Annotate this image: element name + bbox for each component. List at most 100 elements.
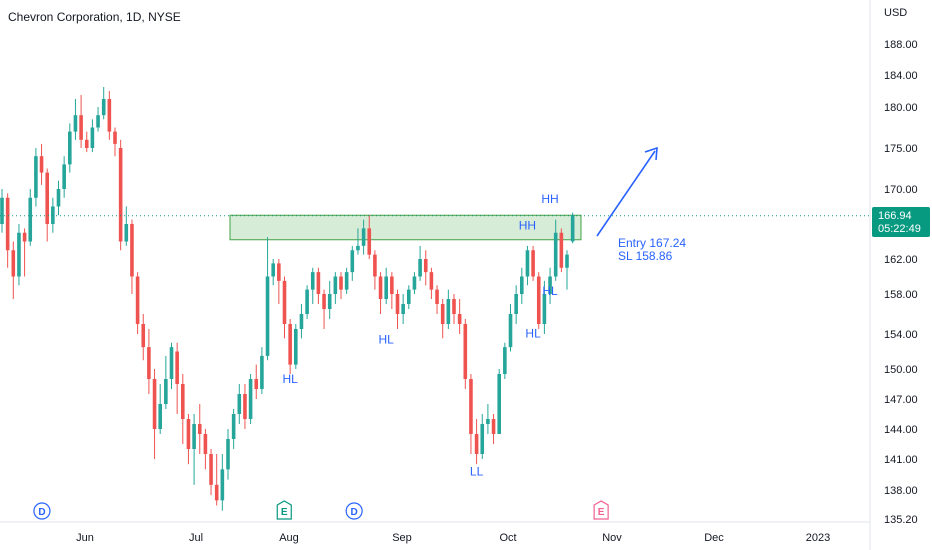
candle[interactable]: [299, 304, 304, 339]
candle[interactable]: [141, 314, 146, 361]
candle[interactable]: [96, 107, 100, 132]
candle[interactable]: [45, 168, 49, 242]
candle[interactable]: [248, 374, 253, 424]
candle[interactable]: [11, 241, 16, 300]
dividend-marker[interactable]: D: [345, 502, 363, 520]
candle[interactable]: [440, 299, 445, 339]
candle[interactable]: [84, 131, 89, 153]
candle[interactable]: [520, 267, 524, 304]
projection-arrow[interactable]: [596, 150, 656, 237]
candle[interactable]: [28, 189, 33, 246]
candle[interactable]: [220, 454, 225, 511]
dividend-marker[interactable]: D: [33, 502, 51, 520]
candle[interactable]: [294, 324, 298, 369]
candle[interactable]: [407, 285, 411, 309]
candle[interactable]: [282, 276, 287, 339]
candle[interactable]: [378, 272, 383, 314]
candle[interactable]: [480, 414, 485, 459]
candle[interactable]: [113, 127, 117, 157]
candle[interactable]: [73, 99, 78, 140]
candle[interactable]: [367, 215, 372, 259]
candle[interactable]: [350, 245, 355, 281]
candle[interactable]: [305, 285, 309, 319]
candle[interactable]: [135, 272, 140, 334]
candle[interactable]: [203, 429, 208, 470]
candle[interactable]: [344, 267, 349, 294]
earnings-marker[interactable]: E: [276, 500, 292, 520]
candle[interactable]: [508, 304, 513, 352]
candle[interactable]: [463, 319, 468, 389]
candle[interactable]: [423, 250, 428, 286]
candle[interactable]: [418, 245, 422, 281]
candle[interactable]: [231, 409, 236, 449]
candle[interactable]: [435, 285, 439, 314]
candle[interactable]: [384, 267, 388, 304]
candle[interactable]: [486, 404, 490, 434]
candle[interactable]: [536, 272, 541, 329]
resistance-zone[interactable]: [229, 214, 582, 241]
candle[interactable]: [361, 219, 366, 255]
candle[interactable]: [181, 374, 185, 444]
candle[interactable]: [503, 342, 507, 379]
candle[interactable]: [214, 454, 219, 506]
candle[interactable]: [356, 228, 360, 255]
candle[interactable]: [147, 329, 151, 394]
candle[interactable]: [34, 148, 38, 207]
candle[interactable]: [101, 87, 106, 120]
candle[interactable]: [79, 95, 83, 148]
candle[interactable]: [497, 369, 501, 434]
candle[interactable]: [474, 419, 479, 465]
candle[interactable]: [39, 143, 44, 185]
candle[interactable]: [169, 342, 174, 389]
candle[interactable]: [5, 193, 10, 268]
candle[interactable]: [559, 228, 564, 273]
candle[interactable]: [186, 414, 191, 465]
candle[interactable]: [56, 180, 61, 216]
candle[interactable]: [395, 289, 400, 329]
candle[interactable]: [412, 272, 417, 294]
candle[interactable]: [62, 156, 66, 198]
candle[interactable]: [175, 342, 179, 414]
candle[interactable]: [124, 206, 129, 246]
candle[interactable]: [333, 272, 338, 304]
candle[interactable]: [316, 267, 321, 304]
candle[interactable]: [152, 369, 157, 459]
candle[interactable]: [107, 91, 112, 140]
candle[interactable]: [254, 364, 259, 399]
candle[interactable]: [271, 259, 275, 286]
candle[interactable]: [310, 267, 315, 304]
candle[interactable]: [373, 250, 377, 290]
candle[interactable]: [68, 123, 72, 173]
candle[interactable]: [288, 319, 292, 374]
candle[interactable]: [542, 280, 547, 334]
candle[interactable]: [491, 414, 496, 444]
candle[interactable]: [22, 228, 27, 277]
candle[interactable]: [90, 119, 95, 153]
candle[interactable]: [390, 272, 394, 309]
candle[interactable]: [277, 259, 281, 304]
candle[interactable]: [531, 245, 535, 281]
candle[interactable]: [548, 267, 552, 304]
candle[interactable]: [158, 384, 162, 434]
candle[interactable]: [51, 197, 55, 233]
candle[interactable]: [164, 355, 168, 409]
candle[interactable]: [570, 212, 575, 244]
candle[interactable]: [226, 429, 230, 480]
candle[interactable]: [260, 347, 264, 394]
candle[interactable]: [209, 449, 213, 496]
candle[interactable]: [130, 219, 134, 294]
candle[interactable]: [118, 139, 123, 251]
candle[interactable]: [452, 294, 456, 324]
candle[interactable]: [446, 289, 451, 329]
candle[interactable]: [401, 294, 405, 324]
candle[interactable]: [265, 237, 270, 361]
candle[interactable]: [17, 224, 21, 286]
candle[interactable]: [514, 285, 518, 324]
candle[interactable]: [243, 384, 247, 429]
candle[interactable]: [457, 299, 462, 334]
candle[interactable]: [192, 414, 196, 485]
candle[interactable]: [327, 280, 332, 319]
candle[interactable]: [322, 289, 326, 329]
candle[interactable]: [429, 267, 434, 299]
